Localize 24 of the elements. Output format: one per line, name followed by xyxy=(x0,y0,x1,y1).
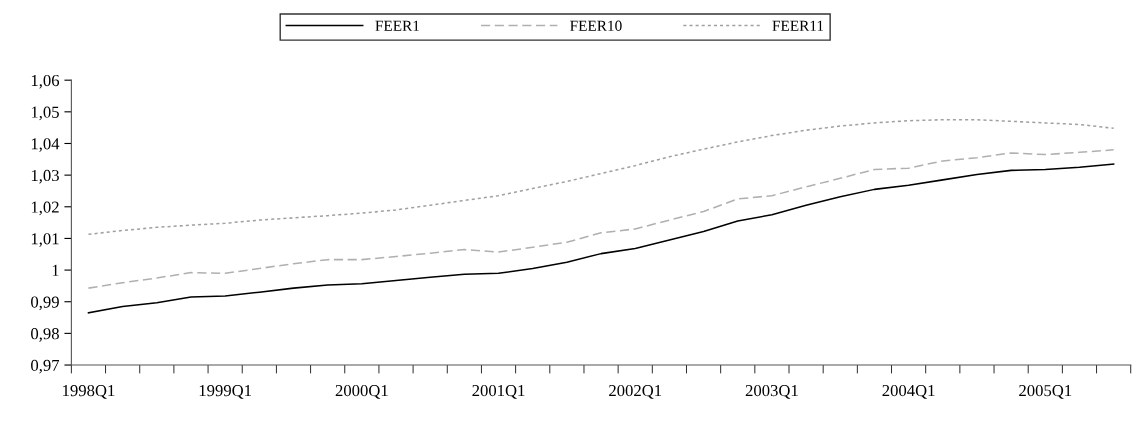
x-tick-label: 2000Q1 xyxy=(335,384,388,399)
x-tick-label: 2002Q1 xyxy=(609,384,662,399)
y-tick-label: 1,01 xyxy=(31,233,59,247)
line-series xyxy=(87,163,1115,314)
y-tick-label: 1,06 xyxy=(31,74,60,89)
line-series xyxy=(87,149,1115,289)
x-tick-label: 2005Q1 xyxy=(1019,384,1072,399)
y-tick-label: 0,99 xyxy=(31,296,59,311)
y-tick-label: 1 xyxy=(52,264,59,276)
line-series xyxy=(87,118,1115,236)
y-tick-label: 1,03 xyxy=(31,169,59,184)
y-tick-label: 0,98 xyxy=(31,328,59,342)
y-tick-label: 1,05 xyxy=(31,106,59,121)
legend-label: FEER1 xyxy=(375,20,419,31)
x-tick-label: 1999Q1 xyxy=(199,385,252,399)
y-tick-label: 1,02 xyxy=(31,201,59,216)
x-tick-label: 1998Q1 xyxy=(63,384,115,399)
x-tick-label: 2001Q1 xyxy=(472,384,525,399)
y-tick-label: 0,97 xyxy=(31,359,60,374)
x-tick-label: 2003Q1 xyxy=(745,384,798,399)
legend-label: FEER11 xyxy=(772,20,824,31)
legend-label: FEER10 xyxy=(570,20,622,31)
y-tick-label: 1,04 xyxy=(31,138,60,152)
x-tick-label: 2004Q1 xyxy=(882,384,935,399)
